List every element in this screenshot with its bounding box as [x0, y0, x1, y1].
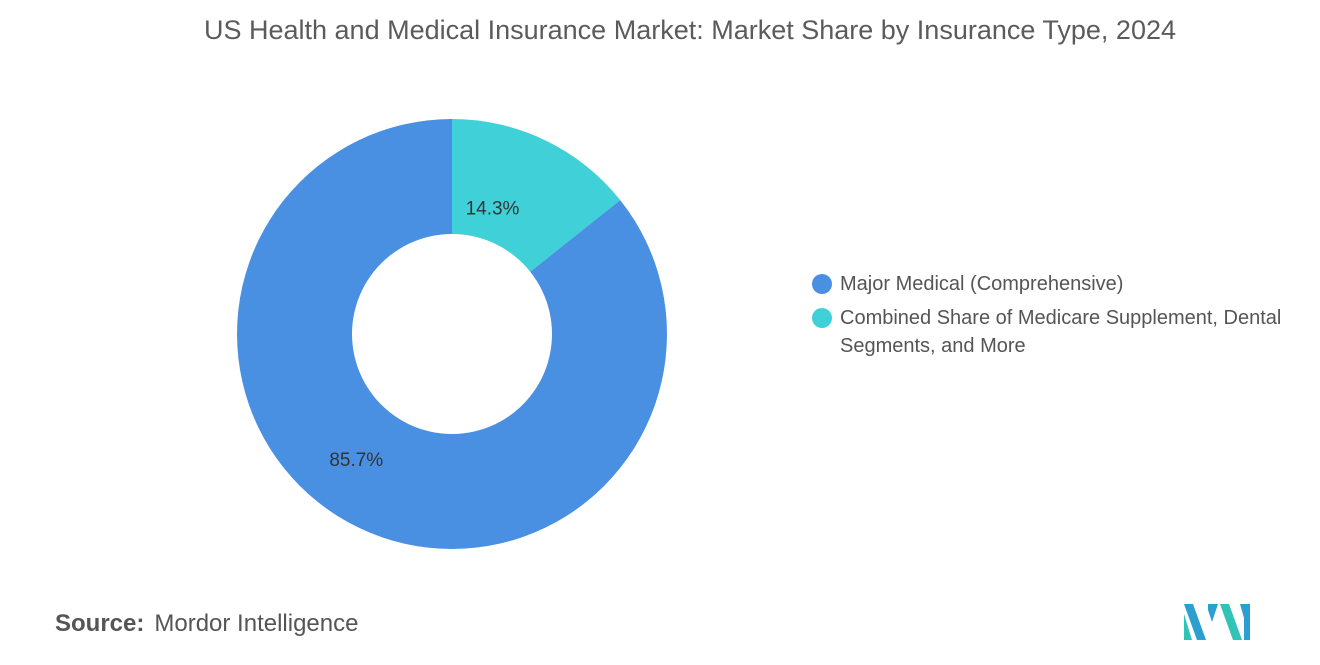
chart-legend: Major Medical (Comprehensive) Combined S… [812, 270, 1292, 366]
legend-item-combined-share[interactable]: Combined Share of Medicare Supplement, D… [812, 304, 1292, 360]
logo-shape [1240, 604, 1250, 640]
slice-major-medical[interactable] [237, 119, 668, 549]
donut-slices [237, 119, 668, 549]
source-key: Source: [55, 610, 145, 637]
chart-title: US Health and Medical Insurance Market: … [203, 15, 1176, 45]
data-label-major-medical: 85.7% [329, 450, 383, 471]
legend-label: Combined Share of Medicare Supplement, D… [840, 307, 1282, 357]
legend-marker [812, 274, 832, 294]
slice-labels: 14.3% 85.7% [329, 198, 519, 471]
source-value: Mordor Intelligence [154, 610, 359, 637]
mordor-intelligence-logo-icon [1184, 604, 1250, 640]
donut-chart: 14.3% 85.7% [237, 119, 668, 549]
logo-shape [1184, 604, 1206, 640]
legend-label: Major Medical (Comprehensive) [840, 273, 1124, 295]
logo-shape [1208, 604, 1218, 622]
legend-marker [812, 308, 832, 328]
logo-shape [1184, 614, 1192, 640]
legend-item-major-medical[interactable]: Major Medical (Comprehensive) [812, 270, 1292, 298]
data-label-combined-share: 14.3% [466, 198, 520, 219]
slice-combined-share[interactable] [452, 119, 621, 272]
source-note: Source: Mordor Intelligence [55, 610, 358, 638]
logo-shape [1220, 604, 1242, 640]
